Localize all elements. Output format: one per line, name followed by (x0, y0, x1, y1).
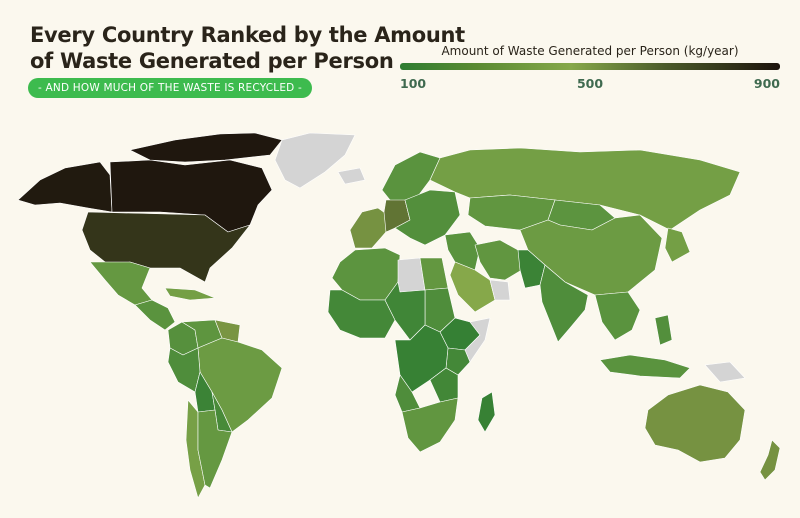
region-argentina (197, 409, 233, 489)
region-tanzania (429, 367, 459, 403)
page-title: Every Country Ranked by the Amount of Wa… (30, 22, 465, 74)
legend-color-bar (400, 63, 780, 70)
region-united-states (81, 211, 251, 283)
region-madagascar (477, 391, 496, 433)
region-oman (489, 279, 511, 301)
legend-title: Amount of Waste Generated per Person (kg… (441, 44, 739, 58)
legend: Amount of Waste Generated per Person (kg… (400, 44, 780, 94)
region-iceland (337, 167, 366, 185)
region-papua-new-guinea (704, 361, 746, 383)
region-japan (664, 227, 691, 263)
title-line-2: of Waste Generated per Person (30, 49, 394, 73)
legend-tick-min: 100 (400, 76, 427, 91)
region-canadian-arctic-islands (129, 132, 283, 163)
region-greenland (274, 132, 356, 189)
region-central-africa (384, 281, 426, 341)
region-india (539, 264, 589, 343)
title-line-1: Every Country Ranked by the Amount (30, 23, 465, 47)
region-southern-africa (401, 397, 459, 453)
subtitle-pill: - AND HOW MUCH OF THE WASTE IS RECYCLED … (28, 78, 312, 98)
region-caribbean (164, 287, 216, 301)
region-central-america (134, 299, 176, 331)
legend-tick-max: 900 (753, 76, 780, 91)
region-west-africa (327, 289, 396, 339)
region-iran (474, 239, 526, 281)
region-southeast-asia (594, 291, 641, 341)
legend-ticks: 100 500 900 (400, 76, 780, 94)
region-philippines (654, 314, 673, 346)
region-indonesia (599, 354, 691, 379)
region-australia (644, 384, 746, 463)
region-canada (109, 159, 273, 233)
region-eastern-europe (394, 189, 461, 246)
region-new-zealand (759, 439, 781, 481)
world-map (0, 120, 800, 518)
legend-tick-mid: 500 (576, 76, 604, 91)
region-saudi-arabia (449, 261, 496, 313)
